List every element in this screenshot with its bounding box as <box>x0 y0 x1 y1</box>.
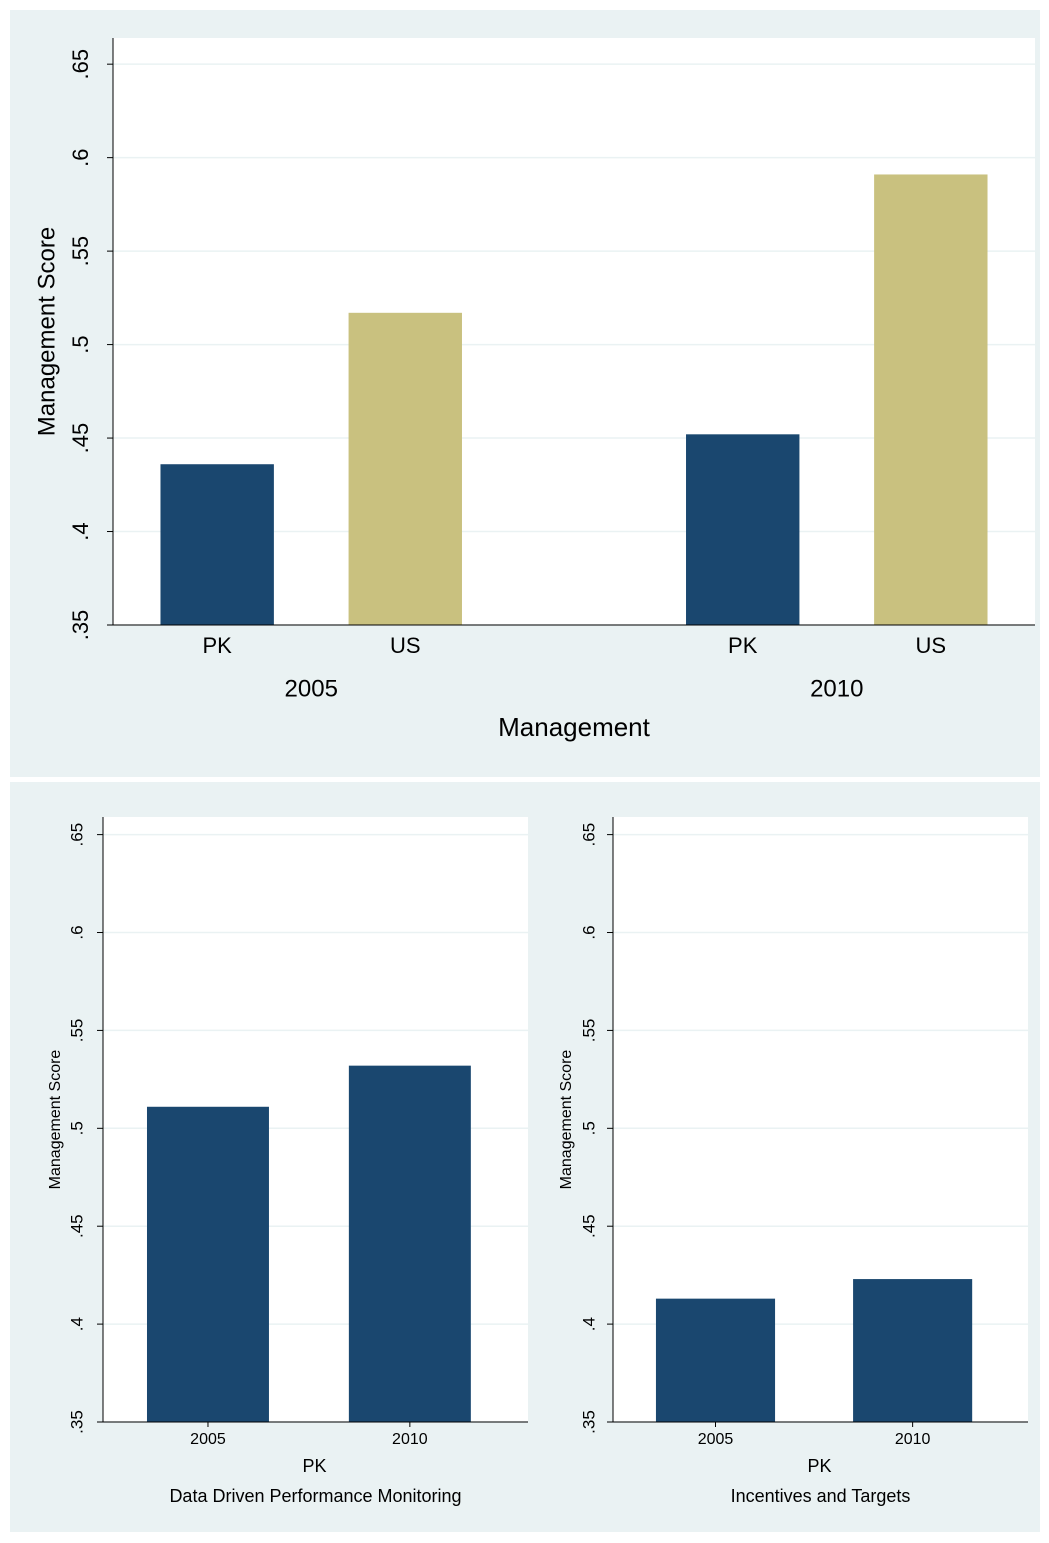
y-tick-label: .55 <box>67 1019 86 1043</box>
bar <box>655 1298 776 1422</box>
x-axis-title: PK <box>302 1456 326 1476</box>
y-tick-label: .4 <box>67 1317 86 1331</box>
x-tick-label: 2010 <box>392 1431 428 1448</box>
y-tick-label: .6 <box>579 925 598 939</box>
y-tick-label: .45 <box>68 423 93 454</box>
y-tick-label: .55 <box>68 236 93 267</box>
caption: Data Driven Performance Monitoring <box>169 1486 461 1506</box>
y-tick-label: .5 <box>579 1121 598 1135</box>
y-tick-label: .35 <box>579 1410 598 1434</box>
y-tick-label: .4 <box>68 522 93 540</box>
y-tick-label: .65 <box>67 823 86 847</box>
bar <box>686 434 800 625</box>
y-tick-label: .4 <box>579 1317 598 1331</box>
x-tick-label: 2005 <box>190 1431 226 1448</box>
y-tick-label: .5 <box>68 335 93 353</box>
group-label: 2005 <box>285 675 338 702</box>
y-tick-label: .5 <box>67 1121 86 1135</box>
bar <box>874 174 988 626</box>
x-tick-label: US <box>390 633 421 658</box>
bar <box>348 1065 471 1422</box>
x-axis-title: Management <box>498 712 651 742</box>
y-tick-label: .6 <box>68 148 93 166</box>
y-tick-label: .35 <box>67 1410 86 1434</box>
y-tick-label: .45 <box>579 1214 598 1238</box>
x-tick-label: US <box>916 633 947 658</box>
y-tick-label: .35 <box>68 610 93 641</box>
bar <box>146 1106 269 1422</box>
group-label: 2010 <box>810 675 863 702</box>
y-axis-title: Management Score <box>558 1050 575 1190</box>
y-axis-title: Management Score <box>33 227 60 436</box>
y-tick-label: .65 <box>68 49 93 80</box>
y-tick-label: .45 <box>67 1214 86 1238</box>
bar <box>348 312 462 625</box>
y-tick-label: .55 <box>579 1019 598 1043</box>
y-tick-label: .6 <box>67 925 86 939</box>
caption: Incentives and Targets <box>731 1486 911 1506</box>
bar <box>853 1279 973 1422</box>
x-axis-title: PK <box>807 1456 831 1476</box>
x-tick-label: 2010 <box>895 1431 931 1448</box>
bar <box>160 464 274 625</box>
x-tick-label: 2005 <box>698 1431 734 1448</box>
y-axis-title: Management Score <box>47 1050 64 1190</box>
x-tick-label: PK <box>203 633 233 658</box>
x-tick-label: PK <box>728 633 758 658</box>
y-tick-label: .65 <box>579 823 598 847</box>
